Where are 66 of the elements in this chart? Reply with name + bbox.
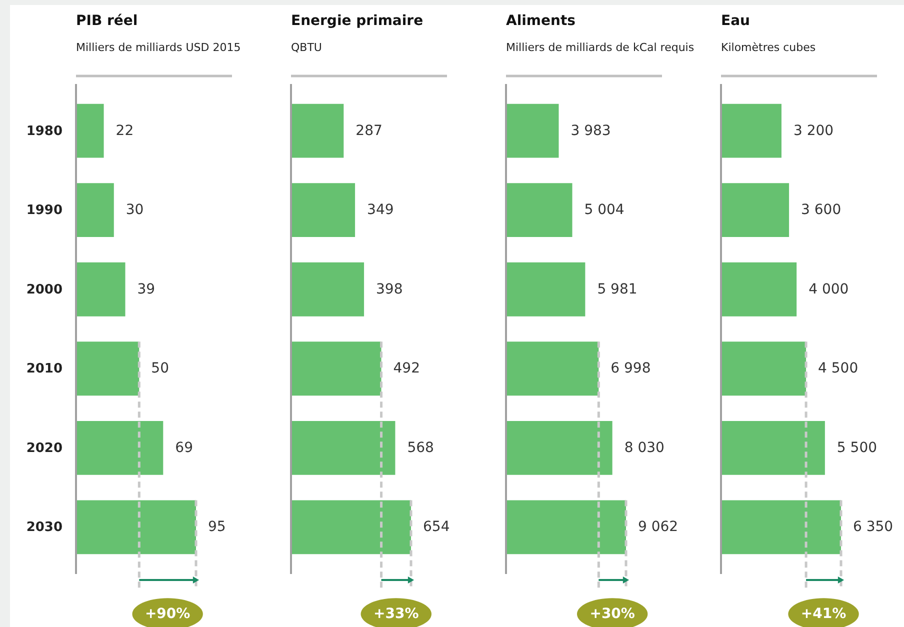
y-tick-label: 2030 <box>26 520 62 536</box>
chart-subtitle: Milliers de milliards USD 2015 <box>76 40 241 54</box>
data-label: 3 200 <box>793 122 834 139</box>
data-label: 3 983 <box>570 122 611 139</box>
bar <box>291 420 396 475</box>
bar <box>721 104 782 158</box>
data-label: 95 <box>208 519 226 536</box>
data-label: 50 <box>151 360 169 377</box>
bar <box>291 262 364 316</box>
bar <box>76 183 114 238</box>
data-label: 5 500 <box>836 440 878 456</box>
bar <box>721 420 825 475</box>
chart-subtitle: Milliers de milliards de kCal requis <box>506 40 694 54</box>
text: +33% <box>374 606 419 622</box>
bar <box>76 500 196 554</box>
data-label: 8 030 <box>624 440 664 456</box>
bar <box>76 104 104 158</box>
chart-title: PIB réel <box>76 12 138 29</box>
data-label: 30 <box>126 202 144 218</box>
data-label: 492 <box>393 360 420 377</box>
bar <box>291 342 382 396</box>
bar <box>506 262 586 316</box>
chart-subtitle: QBTU <box>291 40 322 54</box>
bar <box>76 342 140 396</box>
data-label: 5 004 <box>584 202 624 218</box>
chart-subtitle: Kilomètres cubes <box>721 40 816 54</box>
data-label: 568 <box>407 440 434 456</box>
data-label: 22 <box>116 122 134 139</box>
data-label: 398 <box>376 281 403 298</box>
bar <box>721 500 841 554</box>
data-label: 9 062 <box>638 519 678 536</box>
bar <box>291 500 411 554</box>
data-label: 4 000 <box>808 281 849 298</box>
text: +41% <box>800 606 846 622</box>
text: +90% <box>144 606 190 622</box>
text: +30% <box>590 606 635 622</box>
bar <box>291 104 344 158</box>
y-tick-label: 2010 <box>26 362 62 377</box>
bar <box>291 183 356 238</box>
data-label: 6 350 <box>853 519 894 536</box>
y-tick-label: 1990 <box>26 203 62 218</box>
data-label: 3 600 <box>801 202 842 218</box>
chart-title: Eau <box>721 12 750 29</box>
chart-title: Aliments <box>506 12 576 29</box>
data-label: 654 <box>423 519 450 536</box>
data-label: 287 <box>356 122 382 139</box>
bar <box>506 500 626 554</box>
data-label: 5 981 <box>597 281 638 298</box>
bar <box>506 104 559 158</box>
bar <box>721 183 790 238</box>
data-label: 39 <box>137 281 156 298</box>
y-tick-label: 1980 <box>26 124 62 139</box>
y-tick-label: 2020 <box>26 440 62 456</box>
bar <box>76 262 126 316</box>
bar <box>721 262 797 316</box>
data-label: 69 <box>175 440 193 456</box>
bar <box>721 342 806 396</box>
bar <box>506 342 599 396</box>
data-label: 4 500 <box>818 360 858 377</box>
data-label: 6 998 <box>610 360 651 377</box>
bar <box>76 420 164 475</box>
data-label: 349 <box>367 202 394 218</box>
y-tick-label: 2000 <box>26 282 62 298</box>
bar <box>506 183 572 238</box>
chart-title: Energie primaire <box>291 12 424 29</box>
bar <box>506 420 612 475</box>
